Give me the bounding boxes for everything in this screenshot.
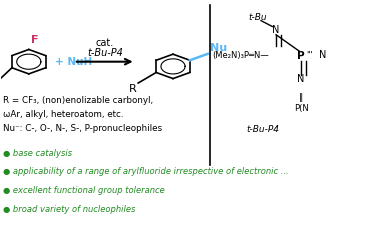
- Text: ωAr, alkyl, heteroatom, etc.: ωAr, alkyl, heteroatom, etc.: [3, 110, 123, 119]
- Text: t-Bu-P4: t-Bu-P4: [246, 125, 279, 134]
- Text: ''': ''': [306, 51, 313, 60]
- Text: F: F: [31, 35, 38, 45]
- Text: cat.: cat.: [96, 38, 114, 48]
- Text: Nu⁻: C-, O-, N-, S-, P-pronucleophiles: Nu⁻: C-, O-, N-, S-, P-pronucleophiles: [3, 124, 162, 133]
- Text: ● excellent functional group tolerance: ● excellent functional group tolerance: [3, 186, 164, 195]
- Text: ‖
P(N: ‖ P(N: [294, 93, 308, 113]
- Text: R = CF₃, (non)enolizable carbonyl,: R = CF₃, (non)enolizable carbonyl,: [3, 96, 153, 105]
- Text: ● base catalysis: ● base catalysis: [3, 149, 72, 158]
- Text: t-Bu-P4: t-Bu-P4: [87, 48, 123, 58]
- Text: N: N: [297, 74, 305, 84]
- Text: N: N: [272, 25, 280, 35]
- Text: t-Bu: t-Bu: [248, 13, 267, 22]
- Text: ● broad variety of nucleophiles: ● broad variety of nucleophiles: [3, 205, 135, 214]
- Text: (Me₂N)₃P═N—: (Me₂N)₃P═N—: [212, 51, 269, 60]
- Text: P: P: [297, 51, 304, 61]
- Text: R: R: [129, 84, 136, 94]
- Text: + NuH: + NuH: [55, 57, 92, 67]
- Text: N: N: [319, 50, 326, 60]
- Text: ● applicability of a range of arylfluoride irrespective of electronic ...: ● applicability of a range of arylfluori…: [3, 168, 288, 177]
- Text: Nu: Nu: [209, 43, 227, 53]
